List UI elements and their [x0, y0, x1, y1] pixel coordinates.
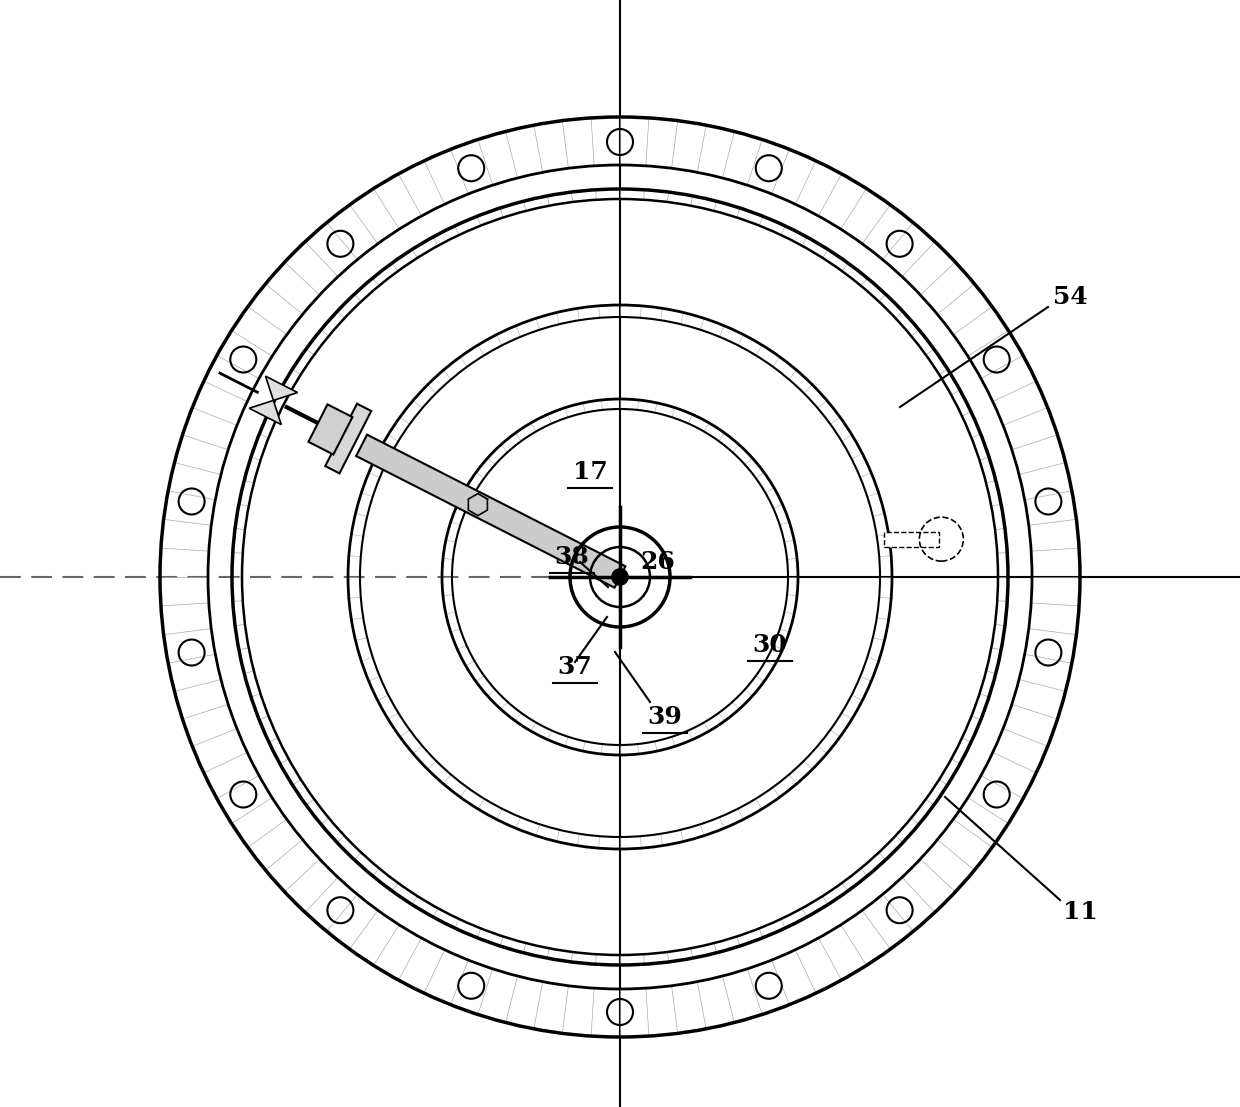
Text: 26: 26 — [641, 550, 676, 575]
Text: 37: 37 — [558, 655, 593, 679]
Polygon shape — [325, 404, 371, 474]
Text: 38: 38 — [554, 545, 589, 569]
Polygon shape — [309, 404, 352, 455]
Text: 30: 30 — [753, 633, 787, 656]
Polygon shape — [265, 376, 298, 401]
Text: 17: 17 — [573, 461, 608, 484]
Polygon shape — [356, 435, 625, 588]
Text: 39: 39 — [647, 705, 682, 730]
Text: 11: 11 — [1063, 900, 1097, 924]
Text: 54: 54 — [1053, 284, 1087, 309]
Bar — [884, 531, 940, 547]
Polygon shape — [249, 401, 281, 425]
Circle shape — [613, 569, 627, 584]
